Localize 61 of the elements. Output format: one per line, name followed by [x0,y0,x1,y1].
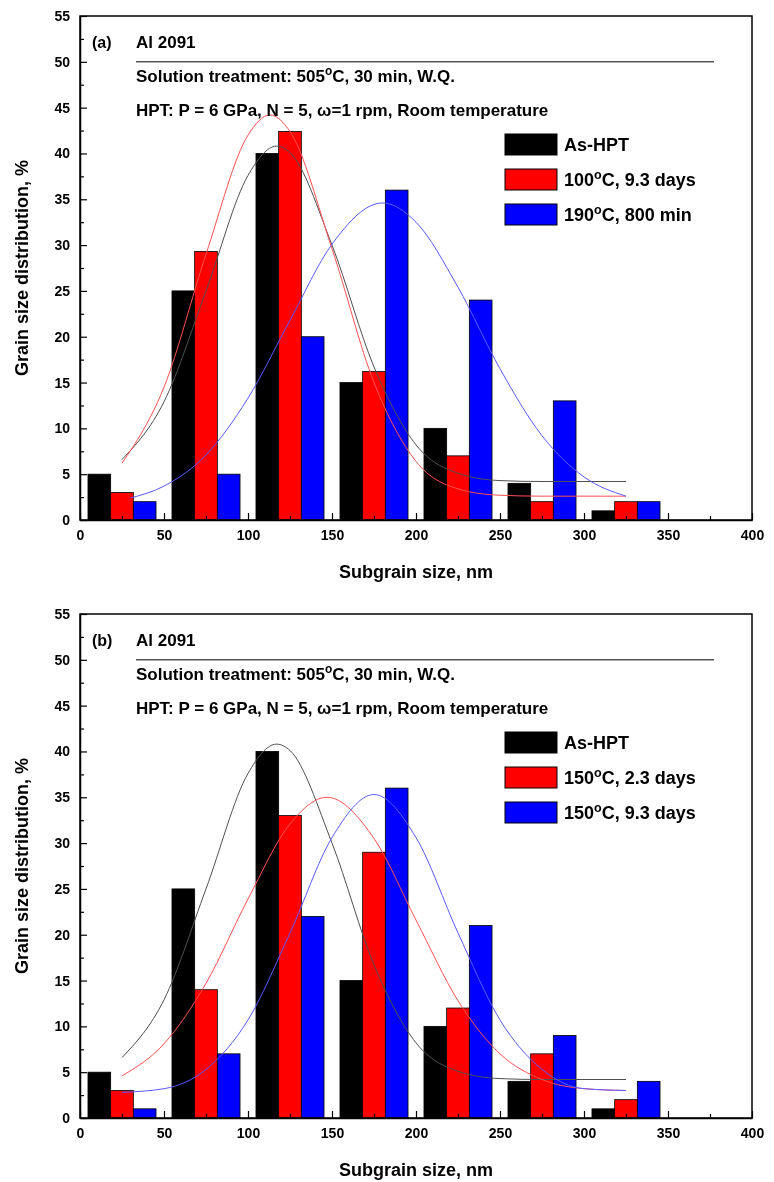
x-axis-title: Subgrain size, nm [338,562,494,582]
annotation: HPT: P = 6 GPa, N = 5, ω=1 rpm, Room temperature [136,101,549,120]
y-tick-label: 50 [54,53,71,70]
legend-label: 150$^{o}$C, 9.3 days [564,801,696,823]
y-tick-label: 15 [54,374,71,391]
y-tick-label: 5 [62,1064,71,1081]
x-tick-label: 50 [156,526,173,543]
y-tick-label: 25 [54,880,71,897]
y-tick-label: 10 [54,420,71,437]
x-tick-label: 0 [76,1124,85,1141]
x-tick-label: 300 [572,1124,597,1141]
y-axis-title: Grain size distribution, % [12,159,32,377]
x-axis-title: Subgrain size, nm [338,1160,494,1180]
y-tick-label: 45 [54,99,71,116]
x-tick-label: 350 [656,526,681,543]
y-axis-title: Grain size distribution, % [12,757,32,975]
annotation: HPT: P = 6 GPa, N = 5, ω=1 rpm, Room temperature [136,699,549,718]
x-tick-label: 400 [740,526,765,543]
legend-label: 100$^{o}$C, 9.3 days [564,168,696,190]
x-tick-label: 150 [320,526,345,543]
x-tick-label: 0 [76,526,85,543]
y-tick-label: 25 [54,282,71,299]
y-tick-label: 5 [62,466,71,483]
y-tick-label: 40 [54,743,71,760]
annotation: Al 2091 [136,33,196,52]
x-tick-label: 200 [404,1124,429,1141]
y-tick-label: 55 [54,7,71,24]
y-tick-label: 35 [54,789,71,806]
annotation: Solution treatment: 505$^{o}$C, 30 min, W.Q. [136,64,455,86]
y-tick-label: 10 [54,1018,71,1035]
y-tick-label: 50 [54,651,71,668]
y-tick-label: 0 [62,1109,71,1126]
x-tick-label: 400 [740,1124,765,1141]
x-tick-label: 100 [236,526,261,543]
x-tick-label: 200 [404,526,429,543]
x-tick-label: 250 [488,1124,513,1141]
legend-label: As-HPT [564,733,630,753]
x-tick-label: 50 [156,1124,173,1141]
y-tick-label: 20 [54,926,71,943]
y-tick-label: 40 [54,145,71,162]
annotation: (a) [92,34,112,51]
annotation: Al 2091 [136,631,196,650]
y-tick-label: 45 [54,697,71,714]
legend-label: 150$^{o}$C, 2.3 days [564,766,696,788]
legend-label: 190$^{o}$C, 800 min [564,203,692,225]
annotation: (b) [92,632,113,649]
y-tick-label: 0 [62,511,71,528]
x-tick-label: 150 [320,1124,345,1141]
line-series [129,202,627,499]
legend-label: As-HPT [564,135,630,155]
y-tick-label: 30 [54,835,71,852]
x-tick-label: 350 [656,1124,681,1141]
x-tick-label: 100 [236,1124,261,1141]
y-tick-label: 15 [54,972,71,989]
x-tick-label: 300 [572,526,597,543]
y-tick-label: 35 [54,191,71,208]
annotation: Solution treatment: 505$^{o}$C, 30 min, W.Q. [136,662,455,684]
y-tick-label: 20 [54,328,71,345]
x-tick-label: 250 [488,526,513,543]
y-tick-label: 55 [54,605,71,622]
y-tick-label: 30 [54,237,71,254]
